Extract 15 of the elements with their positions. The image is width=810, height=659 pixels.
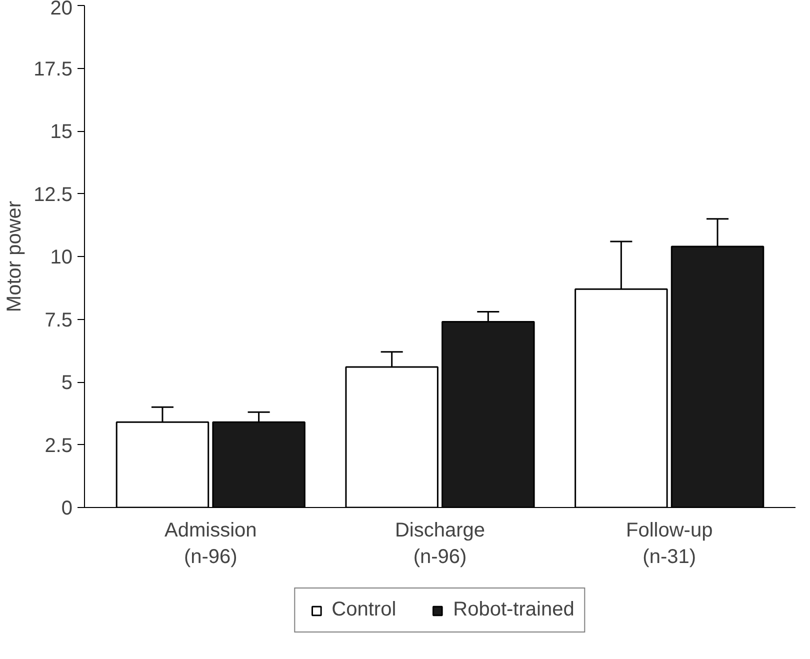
legend-label: Robot-trained [453, 598, 574, 622]
y-tick-label: 15 [50, 121, 73, 143]
y-tick-label: 17.5 [34, 58, 73, 80]
y-tick-label: 20 [50, 0, 73, 20]
x-tick-label: Admission (n-96) [164, 520, 257, 568]
y-axis-title: Motor power [4, 200, 26, 312]
y-tick-label: 7.5 [44, 309, 73, 332]
legend-label: Control [332, 598, 396, 622]
y-tick-label: 10 [50, 246, 73, 268]
y-tick-label: 2.5 [44, 434, 73, 457]
y-tick-label: 12.5 [34, 184, 73, 206]
x-tick-label: Discharge (n-96) [394, 520, 486, 568]
y-tick-label: 0 [61, 498, 72, 520]
x-tick-label: Follow-up (n-31) [626, 520, 713, 568]
y-tick-label: 5 [61, 372, 72, 394]
